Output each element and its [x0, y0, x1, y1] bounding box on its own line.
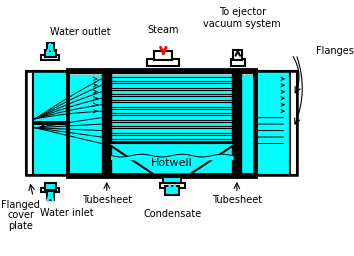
- Text: To ejector
vacuum system: To ejector vacuum system: [204, 7, 281, 29]
- Text: Tubesheet: Tubesheet: [82, 195, 132, 205]
- Bar: [111, 128, 232, 133]
- Bar: [102, 69, 111, 177]
- Bar: [256, 71, 290, 175]
- Text: Hotwell: Hotwell: [151, 158, 193, 168]
- Bar: [33, 71, 67, 175]
- Bar: [147, 59, 179, 66]
- Bar: [256, 71, 297, 175]
- Bar: [45, 50, 56, 57]
- Bar: [45, 183, 56, 190]
- Bar: [111, 135, 232, 139]
- Bar: [253, 69, 256, 177]
- Polygon shape: [107, 143, 237, 174]
- Bar: [41, 188, 59, 193]
- Bar: [111, 109, 232, 113]
- Text: Water outlet: Water outlet: [50, 27, 111, 37]
- Bar: [111, 115, 232, 120]
- Bar: [232, 69, 241, 177]
- Text: Tubesheet: Tubesheet: [212, 195, 262, 205]
- Text: Water inlet: Water inlet: [40, 208, 93, 218]
- Bar: [67, 69, 70, 177]
- Bar: [154, 51, 172, 60]
- Bar: [111, 141, 232, 146]
- Text: Flanged
cover
plate: Flanged cover plate: [1, 200, 40, 231]
- Bar: [47, 42, 54, 51]
- Bar: [33, 122, 67, 125]
- Bar: [111, 83, 232, 88]
- Bar: [41, 55, 59, 60]
- Text: Flanges: Flanges: [316, 47, 354, 57]
- Bar: [67, 173, 256, 177]
- Bar: [67, 69, 256, 177]
- Bar: [165, 186, 179, 195]
- Bar: [290, 71, 297, 175]
- Bar: [163, 177, 181, 184]
- Bar: [233, 50, 242, 60]
- Bar: [67, 69, 256, 74]
- Text: Condensate: Condensate: [143, 209, 201, 219]
- Bar: [160, 183, 185, 188]
- Bar: [111, 77, 232, 81]
- Bar: [230, 59, 245, 66]
- Bar: [26, 71, 67, 175]
- Bar: [47, 191, 54, 200]
- Bar: [111, 90, 232, 94]
- Bar: [111, 96, 232, 101]
- Bar: [111, 122, 232, 126]
- Text: Steam: Steam: [148, 25, 179, 35]
- Bar: [67, 72, 256, 75]
- Bar: [26, 71, 33, 175]
- Bar: [111, 102, 232, 107]
- Bar: [67, 69, 256, 177]
